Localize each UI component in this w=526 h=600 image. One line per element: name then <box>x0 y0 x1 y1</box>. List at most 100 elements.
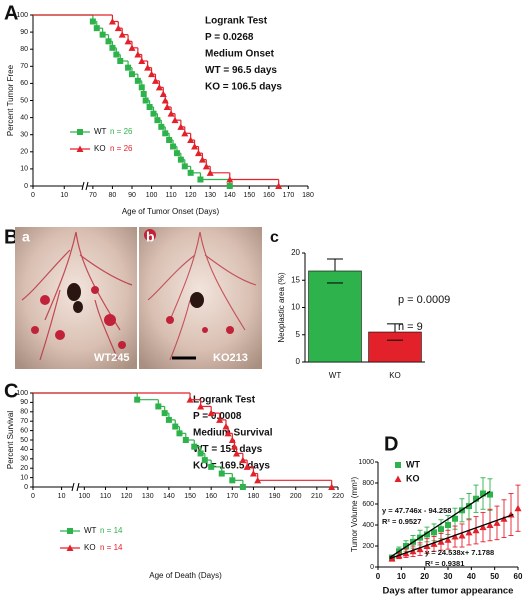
marker <box>117 57 124 64</box>
marker <box>465 528 473 536</box>
marker <box>151 77 159 84</box>
marker <box>191 142 199 150</box>
x-tick-label: 80 <box>109 192 117 199</box>
marker <box>452 515 458 522</box>
marker <box>444 536 452 543</box>
marker <box>431 529 437 536</box>
marker <box>479 523 487 531</box>
x-tick-label: 140 <box>163 493 175 500</box>
legend-n: n = 14 <box>100 543 123 552</box>
marker <box>177 123 185 130</box>
marker <box>197 450 204 457</box>
marker <box>128 44 136 51</box>
marker <box>208 463 215 470</box>
x-tick-label: 10 <box>58 493 66 500</box>
y-tick-label: 40 <box>20 114 28 121</box>
x-tick-label: 70 <box>89 192 97 199</box>
y-tick-label: 10 <box>20 474 28 481</box>
x-tick-label: 20 <box>420 572 429 581</box>
annotation: P = 0.0008 <box>193 411 242 422</box>
axis-break <box>76 482 80 492</box>
marker <box>201 457 208 464</box>
legend-marker <box>394 475 402 482</box>
annotation: WT = 151 days <box>193 444 263 455</box>
y-tick-label: 15 <box>291 275 300 284</box>
x-tick-label: 120 <box>185 192 197 199</box>
y-tick-label: 0 <box>24 484 28 491</box>
marker <box>472 526 480 534</box>
y-tick-label: 100 <box>16 12 28 19</box>
marker <box>162 130 169 137</box>
panel-label: D <box>384 433 398 455</box>
marker <box>207 409 215 417</box>
marker <box>138 84 145 91</box>
marker <box>438 526 444 533</box>
annotation: KO = 169.5 days <box>193 461 270 472</box>
marker <box>166 137 173 144</box>
legend-label: WT <box>84 526 97 535</box>
marker <box>186 396 194 403</box>
legend-marker <box>67 528 73 534</box>
marker <box>134 51 142 58</box>
legend-label: WT <box>94 127 107 136</box>
x-axis-label: Age of Death (Days) <box>149 571 222 580</box>
marker <box>243 463 251 470</box>
marker <box>159 90 167 98</box>
bar <box>368 331 422 363</box>
marker <box>409 547 417 555</box>
x-tick-label: 40 <box>467 572 476 581</box>
marker <box>328 483 336 490</box>
legend-marker <box>76 145 84 152</box>
x-tick-label: 180 <box>302 192 314 199</box>
x-axis-label: Age of Tumor Onset (Days) <box>122 207 220 216</box>
marker <box>105 38 112 45</box>
marker <box>124 37 132 45</box>
marker <box>181 129 189 137</box>
annotation: Logrank Test <box>193 395 256 406</box>
marker <box>173 150 180 157</box>
marker <box>228 436 236 443</box>
legend-label: KO <box>84 543 96 552</box>
marker <box>108 17 116 25</box>
annotation: p = 0.0009 <box>398 294 450 306</box>
y-tick-label: 50 <box>20 437 28 444</box>
marker <box>486 521 494 528</box>
y-axis-label: Percent Tumor Free <box>6 64 15 136</box>
marker <box>206 169 214 176</box>
marker <box>226 176 234 183</box>
marker <box>118 31 126 38</box>
marker <box>89 18 96 25</box>
y-tick-label: 90 <box>20 29 28 36</box>
x-tick-label: 0 <box>376 572 381 581</box>
y-axis-label: Tumor Volume (mm³) <box>350 477 359 553</box>
annotation: Medium Survival <box>193 428 273 439</box>
legend-n: n = 26 <box>110 144 133 153</box>
marker <box>480 490 486 497</box>
marker <box>148 70 156 78</box>
marker <box>134 77 141 84</box>
x-tick-label: 170 <box>283 192 295 199</box>
marker <box>187 136 195 144</box>
y-tick-label: 20 <box>291 248 300 257</box>
x-tick-label: 140 <box>224 192 236 199</box>
x-tick-label: 10 <box>60 192 68 199</box>
marker <box>197 176 204 183</box>
legend-label: WT <box>406 459 420 469</box>
marker <box>155 83 163 91</box>
y-tick-label: 0 <box>370 564 374 571</box>
marker <box>403 543 409 549</box>
x-tick-label: 130 <box>204 192 216 199</box>
y-tick-label: 400 <box>362 522 374 529</box>
marker <box>161 410 168 417</box>
marker <box>144 64 152 71</box>
fit-line <box>389 513 514 560</box>
y-tick-label: 0 <box>24 183 28 190</box>
panel-label: B <box>4 226 18 248</box>
marker <box>216 416 224 423</box>
annotation: WT = 96.5 days <box>205 65 277 76</box>
y-tick-label: 1000 <box>358 459 374 466</box>
x-tick-label: 130 <box>142 493 154 500</box>
x-tick-label: 160 <box>205 493 217 500</box>
y-tick-label: 50 <box>20 97 28 104</box>
